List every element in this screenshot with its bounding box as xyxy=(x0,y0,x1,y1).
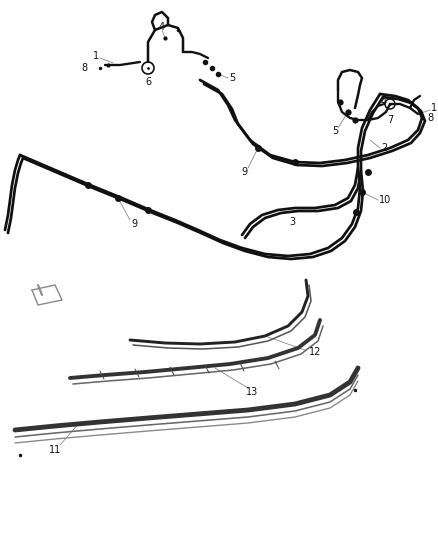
Text: 11: 11 xyxy=(49,445,61,455)
Text: 5: 5 xyxy=(229,73,235,83)
Text: 1: 1 xyxy=(93,51,99,61)
Text: 4: 4 xyxy=(159,22,165,32)
Text: 9: 9 xyxy=(131,219,137,229)
Text: 1: 1 xyxy=(431,103,437,113)
Text: 9: 9 xyxy=(241,167,247,177)
Text: 4: 4 xyxy=(381,97,387,107)
Text: 13: 13 xyxy=(246,387,258,397)
Text: 3: 3 xyxy=(289,217,295,227)
Text: 2: 2 xyxy=(381,143,387,153)
Text: 8: 8 xyxy=(427,113,433,123)
Text: 7: 7 xyxy=(387,115,393,125)
Text: 8: 8 xyxy=(81,63,87,73)
Text: 6: 6 xyxy=(145,77,151,87)
Text: 5: 5 xyxy=(332,126,338,136)
Text: 12: 12 xyxy=(309,347,321,357)
Text: 10: 10 xyxy=(379,195,391,205)
